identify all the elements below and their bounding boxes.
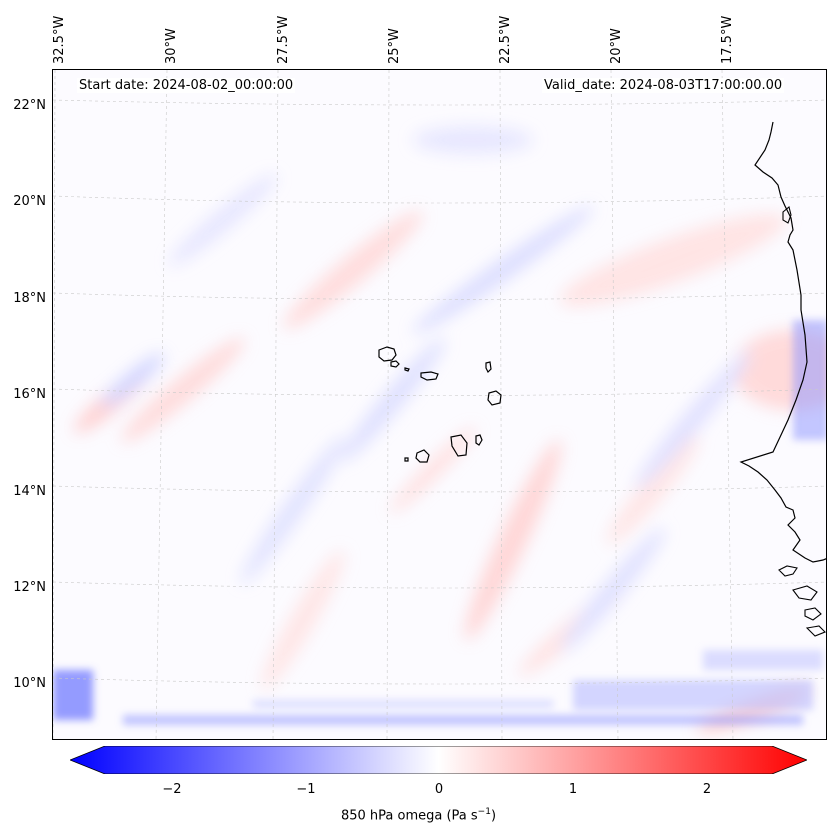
lat-label-12n: 12°N — [13, 580, 46, 595]
colorbar-tick-minus-2: −2 — [162, 782, 182, 797]
lon-label-27-5w: 27.5°W — [276, 15, 291, 64]
colorbar-label-close: ) — [490, 808, 497, 824]
colorbar-body — [70, 746, 807, 774]
lon-label-22-5w: 22.5°W — [498, 15, 513, 64]
colorbar-label: 850 hPa omega (Pa s−1) — [0, 807, 837, 823]
africa-coastline — [739, 121, 826, 563]
map-field-svg — [53, 70, 826, 739]
lat-label-22n: 22°N — [13, 98, 46, 113]
colorbar-label-unit-exponent: −1 — [477, 807, 491, 817]
lat-label-16n: 16°N — [13, 387, 46, 402]
cape-verde-islands — [378, 346, 502, 463]
lat-label-14n: 14°N — [13, 484, 46, 499]
valid-date-label: Valid_date: 2024-08-03T17:00:00.00 — [542, 78, 785, 93]
lat-label-10n: 10°N — [13, 676, 46, 691]
map-panel — [52, 69, 827, 740]
lat-label-18n: 18°N — [13, 291, 46, 306]
lon-label-20w: 20°W — [609, 28, 624, 64]
southern-convergence-band — [53, 320, 826, 725]
lon-label-32-5w: 32.5°W — [52, 15, 67, 64]
lat-label-20n: 20°N — [13, 194, 46, 209]
colorbar-tick-2: 2 — [702, 782, 712, 797]
start-date-label: Start date: 2024-08-02_00:00:00 — [77, 78, 296, 93]
bissau-archipelago — [778, 565, 826, 637]
colorbar-label-main: 850 hPa omega (Pa s — [340, 808, 478, 824]
colorbar — [70, 746, 807, 774]
colorbar-tick-0: 0 — [434, 782, 444, 797]
colorbar-tick-minus-1: −1 — [296, 782, 316, 797]
graticule — [53, 70, 826, 739]
colorbar-tick-1: 1 — [568, 782, 578, 797]
lon-label-30w: 30°W — [164, 28, 179, 64]
lon-label-17-5w: 17.5°W — [720, 15, 735, 64]
lon-label-25w: 25°W — [387, 28, 402, 64]
coastal-inlet — [782, 206, 792, 224]
